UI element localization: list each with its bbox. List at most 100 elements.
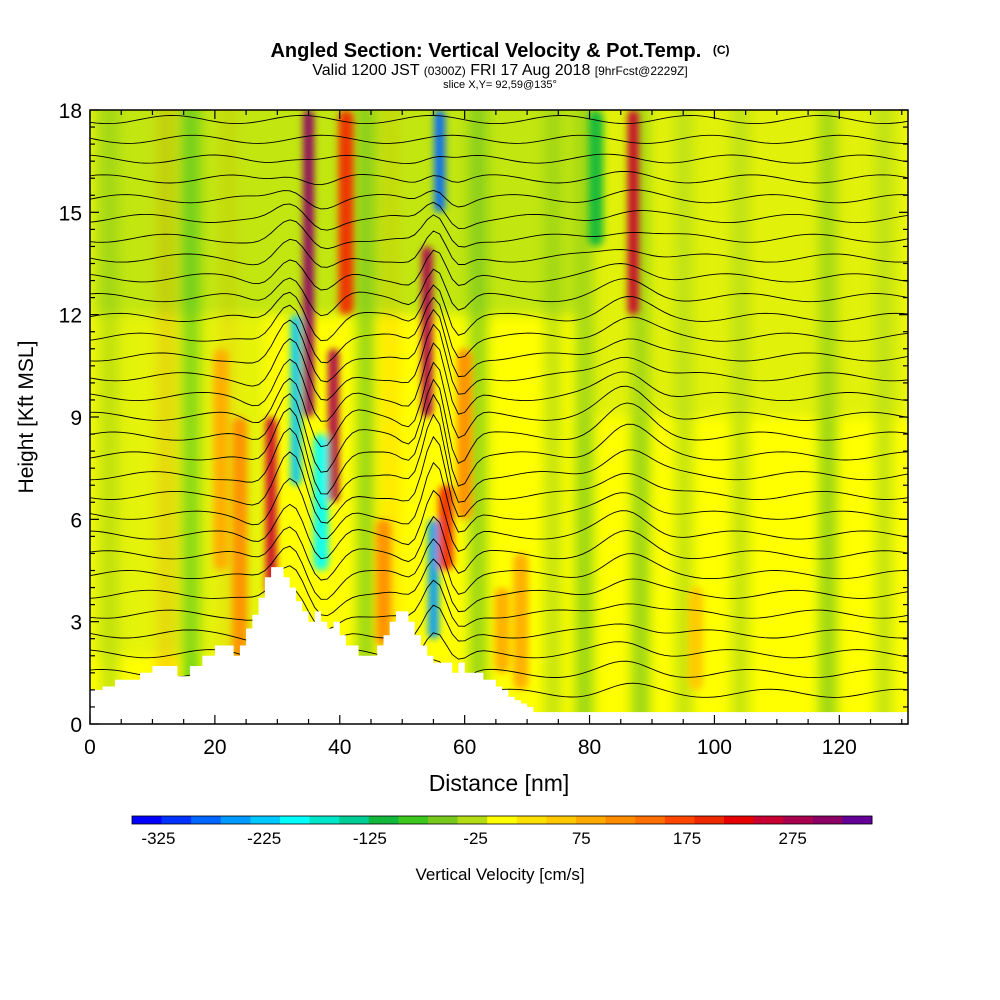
theta-contour xyxy=(90,393,908,495)
velocity-feature xyxy=(213,348,229,571)
colorbar-swatch xyxy=(368,816,399,824)
theta-contour xyxy=(90,308,908,383)
velocity-feature xyxy=(232,417,248,663)
subtitle-part-0: Valid 1200 JST xyxy=(312,62,423,79)
colorbar-swatch xyxy=(724,816,755,824)
colorbar-tick-label: -325 xyxy=(141,829,175,848)
colorbar-swatch xyxy=(487,816,518,824)
y-tick-label: 9 xyxy=(70,407,82,430)
colorbar-swatch xyxy=(250,816,281,824)
theta-contour xyxy=(90,361,908,448)
x-tick-label: 20 xyxy=(203,736,226,759)
subtitle-part-2: FRI 17 Aug 2018 xyxy=(466,62,595,79)
velocity-feature xyxy=(375,519,391,646)
colorbar-swatch xyxy=(783,816,814,824)
theta-contour xyxy=(90,538,908,600)
theta-contour xyxy=(90,489,908,560)
colorbar-tick-label: 75 xyxy=(572,829,591,848)
theta-contour xyxy=(90,189,908,210)
colorbar-swatch xyxy=(309,816,340,824)
velocity-feature xyxy=(494,587,510,673)
chart-title-unit: (C) xyxy=(713,43,730,57)
colorbar-swatch xyxy=(635,816,666,824)
velocity-feature xyxy=(303,110,315,417)
theta-contour xyxy=(90,461,908,540)
terrain xyxy=(90,567,908,724)
colorbar-swatch xyxy=(576,816,607,824)
theta-contour xyxy=(90,249,908,291)
upper-field xyxy=(577,110,908,417)
theta-contour xyxy=(90,435,908,524)
velocity-feature xyxy=(313,434,329,571)
theta-contour xyxy=(90,604,908,645)
theta-contour xyxy=(90,323,908,401)
theta-contour xyxy=(90,413,908,510)
x-tick-label: 60 xyxy=(453,736,476,759)
theta-contour xyxy=(90,558,908,617)
colorbar-swatch xyxy=(457,816,488,824)
colorbar-swatch xyxy=(546,816,577,824)
x-tick-label: 0 xyxy=(84,736,96,759)
colorbar-swatch xyxy=(339,816,370,824)
y-tick-label: 0 xyxy=(70,714,82,737)
velocity-feature xyxy=(588,110,604,247)
x-tick-label: 120 xyxy=(822,736,857,759)
velocity-feature xyxy=(427,519,439,639)
y-tick-label: 12 xyxy=(59,305,82,328)
x-tick-label: 100 xyxy=(697,736,732,759)
upper-field xyxy=(90,110,578,315)
theta-contour xyxy=(90,579,908,631)
velocity-features xyxy=(213,110,704,690)
colorbar-swatch xyxy=(605,816,636,824)
theta-contour xyxy=(90,284,908,342)
colorbar-swatch xyxy=(694,816,725,824)
y-tick-label: 18 xyxy=(59,100,82,123)
colorbar-swatch xyxy=(280,816,311,824)
subtitle-part-1: (0300Z) xyxy=(424,64,466,78)
colorbar-tick-label: 175 xyxy=(673,829,701,848)
y-tick-label: 15 xyxy=(59,202,82,225)
colorbar-swatch xyxy=(161,816,192,824)
colorbar-swatch xyxy=(398,816,429,824)
colorbar-swatch xyxy=(842,816,873,824)
colorbar-swatch xyxy=(516,816,547,824)
theta-contour xyxy=(90,230,908,268)
velocity-feature xyxy=(513,553,529,690)
colorbar-swatch xyxy=(220,816,251,824)
colorbar-label: Vertical Velocity [cm/s] xyxy=(415,865,584,884)
theta-contour xyxy=(90,153,908,165)
x-tick-label: 80 xyxy=(578,736,601,759)
colorbar-swatch xyxy=(132,816,163,824)
theta-contour xyxy=(90,268,908,317)
velocity-feature xyxy=(627,110,639,315)
y-tick-label: 3 xyxy=(70,612,82,635)
theta-contour xyxy=(90,170,908,186)
colorbar-tick-label: -125 xyxy=(353,829,387,848)
x-tick-label: 40 xyxy=(328,736,351,759)
axis-ticks: 0 20 40 60 80 100 120 0 3 6 9 12 15 18 xyxy=(59,100,908,759)
y-axis-label: Height [Kft MSL] xyxy=(15,341,38,494)
chart-title: Angled Section: Vertical Velocity & Pot.… xyxy=(270,40,729,62)
colorbar: -325 -225 -125 -25 75 175 275 xyxy=(131,815,873,848)
subtitle-part-3: [9hrFcst@2229Z] xyxy=(595,64,688,78)
theta-contour xyxy=(90,515,908,581)
colorbar-tick-label: -225 xyxy=(247,829,281,848)
chart-slice-label: slice X,Y= 92,59@135° xyxy=(443,79,557,91)
velocity-feature xyxy=(328,348,340,503)
chart-subtitle: Valid 1200 JST (0300Z) FRI 17 Aug 2018 [… xyxy=(312,62,687,79)
theta-contour xyxy=(90,342,908,422)
colorbar-tick-label: -25 xyxy=(463,829,488,848)
theta-contour xyxy=(90,115,908,125)
colorbar-swatch xyxy=(191,816,222,824)
theta-contour xyxy=(90,201,908,231)
velocity-feature xyxy=(688,587,704,690)
colorbar-swatch xyxy=(664,816,695,824)
theta-contour xyxy=(90,378,908,473)
colorbar-swatch xyxy=(428,816,459,824)
y-tick-label: 6 xyxy=(70,509,82,532)
x-axis-label: Distance [nm] xyxy=(429,770,570,796)
velocity-feature xyxy=(338,110,354,315)
colorbar-frame xyxy=(131,815,873,825)
colorbar-swatch xyxy=(812,816,843,824)
